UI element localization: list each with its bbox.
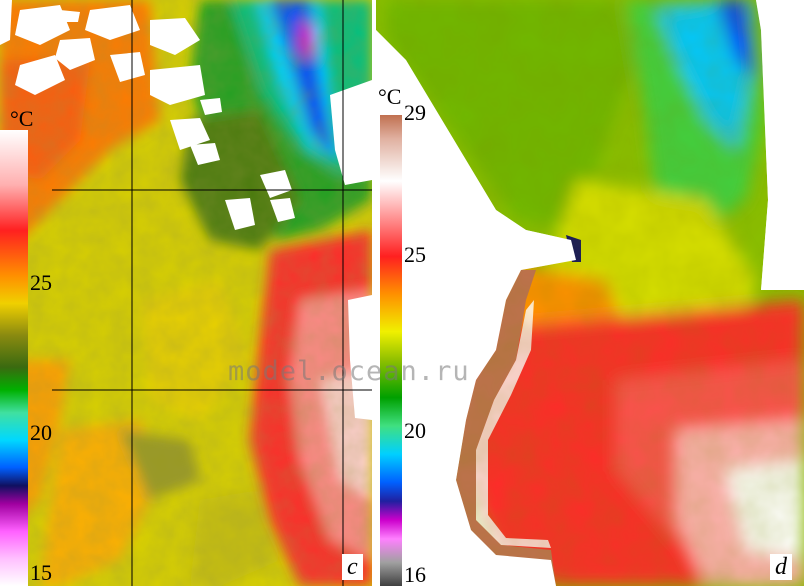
panel-letter-d: d xyxy=(770,554,792,581)
panel-d-model-sst-map: °C 29 25 20 16 d xyxy=(376,0,804,586)
colorbar-d-tick-16: 16 xyxy=(404,562,426,586)
colorbar-d-tick-29: 29 xyxy=(404,100,426,125)
colorbar-d xyxy=(380,115,402,586)
land-mask xyxy=(0,0,372,420)
colorbar-c-tick-25: 25 xyxy=(30,270,52,295)
watermark: model.ocean.ru xyxy=(228,356,470,387)
colorbar-c-tick-15: 15 xyxy=(30,560,52,585)
land-mask-d xyxy=(376,0,804,586)
panel-letter-c: c xyxy=(342,554,363,581)
colorbar-c-tick-20: 20 xyxy=(30,420,52,445)
colorbar-d-tick-25: 25 xyxy=(404,242,426,267)
colorbar-d-unit: °C xyxy=(378,84,402,109)
graticule xyxy=(52,0,372,586)
panel-c-satellite-sst-map: °C 25 20 15 c xyxy=(0,0,372,586)
colorbar-c xyxy=(0,130,28,586)
sst-map-d xyxy=(376,0,804,586)
cloud-mask xyxy=(15,5,295,230)
colorbar-d-tick-20: 20 xyxy=(404,418,426,443)
sst-map-c xyxy=(0,0,372,586)
colorbar-c-unit: °C xyxy=(10,106,34,131)
